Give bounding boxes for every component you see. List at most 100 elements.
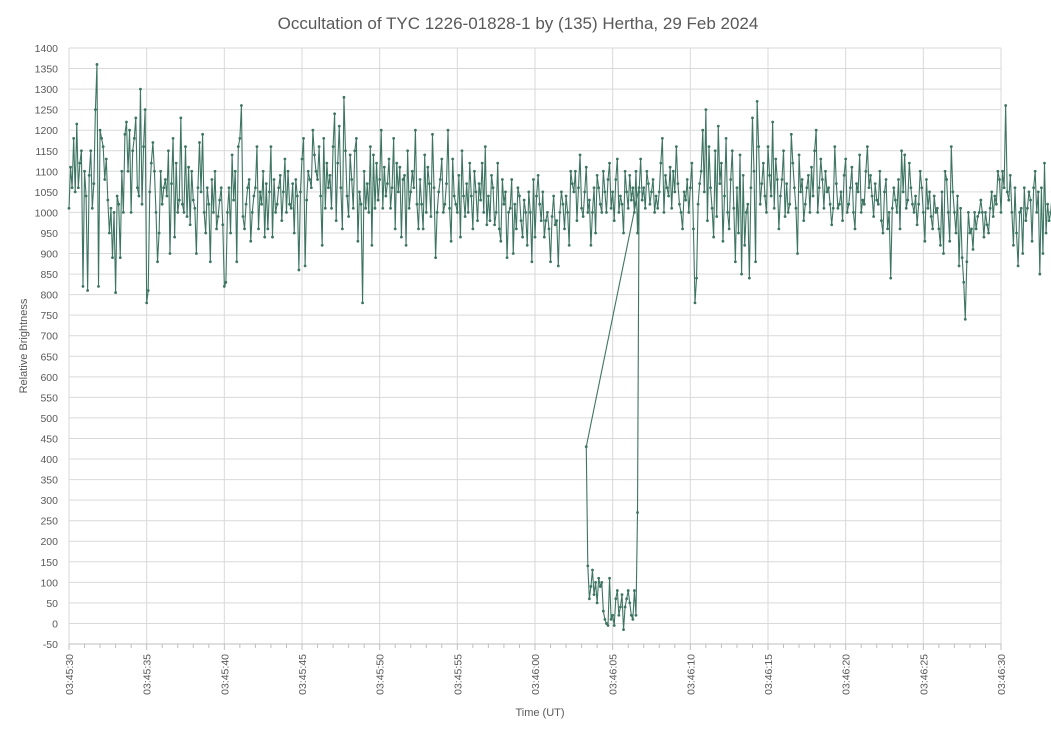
- data-point: [216, 215, 220, 218]
- data-point: [415, 202, 419, 206]
- data-point: [1015, 231, 1018, 235]
- data-point: [1026, 206, 1029, 210]
- data-point: [800, 178, 804, 181]
- data-point: [824, 169, 827, 173]
- data-point: [334, 219, 338, 223]
- data-point: [426, 165, 430, 169]
- data-point: [401, 178, 405, 181]
- data-point: [305, 198, 309, 202]
- data-point: [855, 182, 858, 186]
- data-point: [779, 194, 782, 198]
- data-point: [966, 211, 970, 214]
- data-point: [204, 231, 208, 235]
- data-point: [998, 178, 1001, 181]
- data-point: [765, 211, 768, 214]
- data-point: [358, 190, 361, 194]
- y-tick-label: 1100: [35, 166, 58, 178]
- data-point: [996, 169, 1000, 173]
- data-point: [605, 211, 608, 214]
- data-point: [524, 211, 528, 214]
- data-point: [395, 161, 399, 165]
- data-point: [160, 202, 164, 206]
- data-point: [693, 301, 697, 305]
- y-tick-label: 550: [40, 392, 58, 404]
- data-point: [886, 227, 890, 231]
- data-point: [213, 169, 217, 173]
- data-point: [763, 194, 767, 198]
- data-point: [309, 186, 313, 190]
- data-point: [587, 198, 591, 202]
- data-point: [521, 235, 524, 239]
- light-curve-series: [67, 63, 1051, 632]
- data-point: [291, 182, 295, 186]
- data-point: [636, 511, 639, 514]
- data-point: [409, 190, 413, 194]
- data-point: [350, 178, 354, 181]
- data-point: [785, 182, 789, 186]
- data-point: [774, 157, 778, 161]
- data-point: [917, 202, 921, 206]
- data-point: [73, 190, 77, 194]
- data-point: [236, 145, 240, 149]
- y-tick-label: 1300: [35, 84, 59, 96]
- data-point: [215, 227, 218, 231]
- data-point: [267, 190, 271, 194]
- data-point: [639, 157, 643, 161]
- data-point: [323, 206, 327, 210]
- data-point: [294, 178, 298, 181]
- y-tick-label: 0: [52, 618, 58, 630]
- data-point: [76, 186, 80, 190]
- data-point: [699, 169, 703, 173]
- data-point: [336, 161, 340, 165]
- data-point: [583, 190, 587, 194]
- data-point: [685, 178, 689, 181]
- data-point: [497, 227, 501, 231]
- data-point: [915, 223, 919, 227]
- data-point: [112, 211, 116, 214]
- data-point: [564, 194, 568, 198]
- data-point: [281, 190, 285, 194]
- data-point: [153, 169, 156, 173]
- data-point: [572, 190, 576, 194]
- data-point: [897, 178, 900, 181]
- data-point: [858, 153, 862, 157]
- data-point: [984, 211, 987, 214]
- data-point: [516, 186, 520, 190]
- data-point: [813, 149, 816, 153]
- data-point: [682, 190, 686, 194]
- data-point: [830, 223, 834, 227]
- data-point: [903, 153, 907, 157]
- data-point: [145, 301, 149, 305]
- data-point: [892, 186, 896, 190]
- data-point: [348, 153, 352, 157]
- data-point: [260, 202, 264, 206]
- data-point: [432, 186, 436, 190]
- data-point: [909, 186, 913, 190]
- data-point: [617, 211, 621, 214]
- y-tick-label: 750: [40, 310, 58, 322]
- data-point: [659, 161, 663, 165]
- data-point: [185, 215, 189, 218]
- data-point: [525, 243, 529, 247]
- data-point: [187, 165, 191, 169]
- y-tick-label: 300: [40, 495, 58, 507]
- data-point: [263, 235, 267, 239]
- data-point: [496, 161, 500, 165]
- data-point: [706, 219, 709, 223]
- data-point: [654, 194, 658, 198]
- data-point: [584, 165, 588, 169]
- data-point: [963, 317, 967, 321]
- data-point: [797, 153, 801, 157]
- data-point: [441, 211, 445, 214]
- data-point: [288, 202, 291, 206]
- data-point: [328, 174, 332, 177]
- data-point: [420, 202, 424, 206]
- data-point: [573, 169, 577, 173]
- data-point: [325, 161, 329, 165]
- data-point: [535, 194, 538, 198]
- data-point: [921, 211, 925, 214]
- data-point: [570, 182, 574, 186]
- data-point: [879, 219, 883, 223]
- data-point: [120, 169, 124, 173]
- data-point: [720, 161, 723, 165]
